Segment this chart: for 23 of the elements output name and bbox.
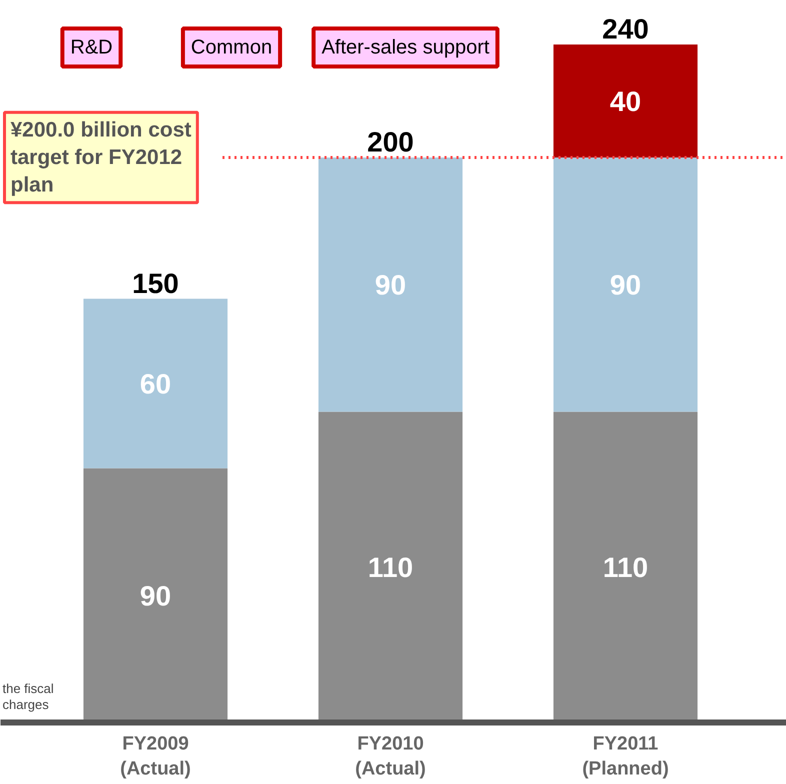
total-label: 200 (367, 126, 414, 158)
total-label: 240 (602, 14, 649, 44)
x-tick-label: FY2010 (Actual) (355, 734, 426, 780)
data-label: 90 (374, 270, 406, 301)
x-tick-label: FY2011 (Planned) (582, 734, 669, 780)
bar (553, 44, 698, 158)
data-label: 110 (602, 552, 648, 584)
ref-line-label: ¥200.0 billion cost target for FY2012 plan (10, 118, 192, 197)
bar (318, 158, 463, 412)
annotation: Common (190, 36, 272, 58)
data-label: 60 (140, 368, 172, 400)
annotation: R&D (70, 36, 113, 58)
data-label: 90 (140, 580, 172, 612)
annotation: After-sales support (322, 36, 490, 58)
x-tick-label: FY2009 (Actual) (120, 734, 191, 780)
text: the fiscal (2, 681, 54, 696)
text: charges (2, 697, 50, 712)
bar (83, 298, 228, 468)
data-label: 40 (610, 86, 642, 117)
data-label: 110 (368, 552, 414, 584)
data-label: 90 (610, 270, 642, 301)
total-label: 150 (132, 268, 179, 299)
bar (553, 158, 698, 412)
